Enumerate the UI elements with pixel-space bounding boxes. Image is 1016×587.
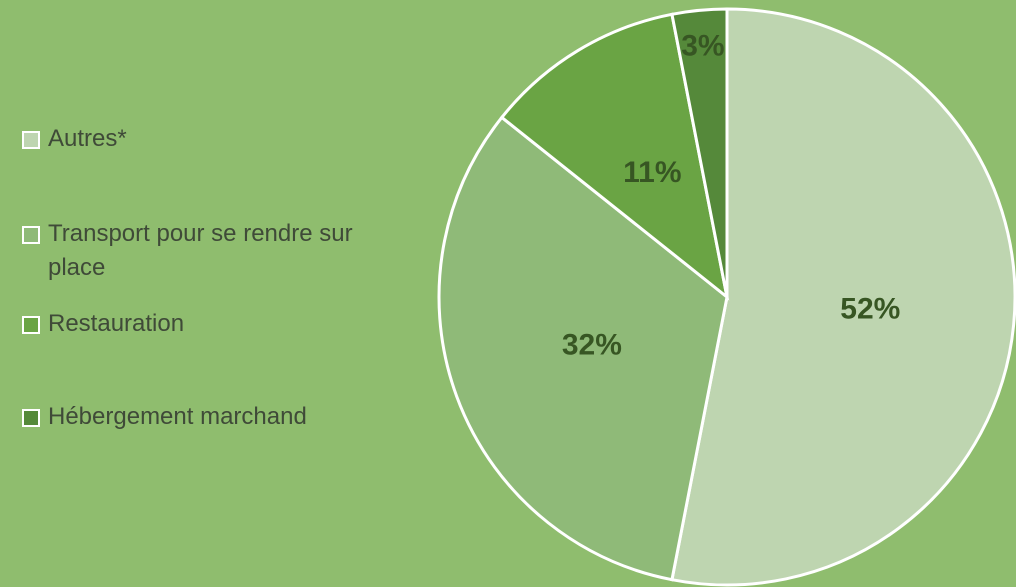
legend-label: Hébergement marchand bbox=[48, 403, 307, 430]
data-label: 52% bbox=[840, 293, 900, 326]
legend-label: Restauration bbox=[48, 310, 185, 337]
legend-swatch bbox=[22, 316, 40, 334]
legend-label: Transport pour se rendre sur place bbox=[48, 220, 353, 281]
pie-slice bbox=[670, 7, 1016, 587]
legend-swatch bbox=[22, 131, 40, 149]
data-label: 11% bbox=[623, 156, 681, 189]
legend-swatch bbox=[22, 226, 40, 244]
data-label: 3% bbox=[681, 30, 724, 63]
legend-item: Hébergement marchand bbox=[22, 400, 382, 434]
legend-swatch bbox=[22, 409, 40, 427]
pie-slice bbox=[670, 7, 729, 298]
pie-slice bbox=[437, 115, 729, 582]
pie-slice bbox=[499, 12, 730, 301]
legend-item: Transport pour se rendre sur place bbox=[22, 217, 382, 285]
legend-label: Autres* bbox=[48, 125, 127, 152]
data-label: 32% bbox=[562, 329, 622, 362]
legend-item: Restauration bbox=[22, 307, 382, 341]
legend-item: Autres* bbox=[22, 122, 382, 156]
